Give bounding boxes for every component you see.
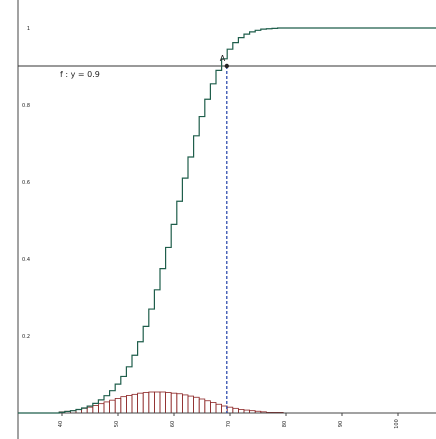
probability-bar	[193, 396, 200, 414]
probability-bar	[204, 400, 211, 414]
probability-bar	[232, 407, 239, 414]
line-f-label: f : y = 0.9	[60, 70, 100, 79]
y-tick-label: 0.8	[22, 103, 30, 109]
probability-bar	[86, 406, 94, 414]
probability-bar	[153, 391, 161, 414]
x-tick-label: 60	[170, 421, 176, 427]
point-a-label: A	[220, 54, 226, 63]
probability-bar	[98, 403, 105, 414]
probability-bar	[131, 393, 138, 414]
x-tick-label: 90	[338, 421, 344, 427]
probability-bar	[137, 392, 144, 414]
y-tick-label: 1	[27, 26, 30, 32]
probability-bar	[142, 392, 150, 414]
x-tick-label: 100	[394, 419, 400, 429]
probability-bar	[165, 392, 172, 414]
probability-bar	[159, 391, 166, 414]
y-tick-label: 0.6	[22, 180, 30, 186]
x-tick-labels: 40 50 60 70 80 90 100	[58, 413, 400, 429]
probability-bar	[226, 406, 234, 414]
y-tick-label: 0.2	[22, 334, 30, 340]
probability-bar	[181, 394, 189, 414]
probability-bar	[114, 398, 122, 414]
probability-bar	[103, 401, 110, 414]
probability-bar	[176, 393, 183, 414]
probability-bar	[92, 405, 99, 414]
probability-bar	[109, 399, 116, 414]
x-tick-label: 80	[282, 421, 288, 427]
probability-bar	[148, 391, 155, 414]
probability-bar	[237, 409, 245, 414]
cumulative-step-series	[18, 27, 436, 414]
probability-bar	[81, 407, 88, 414]
probability-bar	[198, 398, 206, 414]
y-tick-labels: 0.2 0.4 0.6 0.8 1	[22, 26, 30, 340]
probability-bar	[215, 403, 222, 414]
probability-bar	[120, 396, 127, 414]
probability-bar	[126, 395, 133, 414]
y-tick-label: 0.4	[22, 257, 30, 263]
x-tick-label: 70	[226, 421, 232, 427]
probability-bar	[187, 395, 194, 414]
point-a	[224, 63, 229, 69]
probability-bar	[170, 392, 178, 414]
x-tick-label: 50	[114, 421, 120, 427]
probability-bars	[58, 391, 284, 414]
x-tick-label: 40	[58, 421, 64, 427]
probability-bar	[209, 402, 217, 414]
